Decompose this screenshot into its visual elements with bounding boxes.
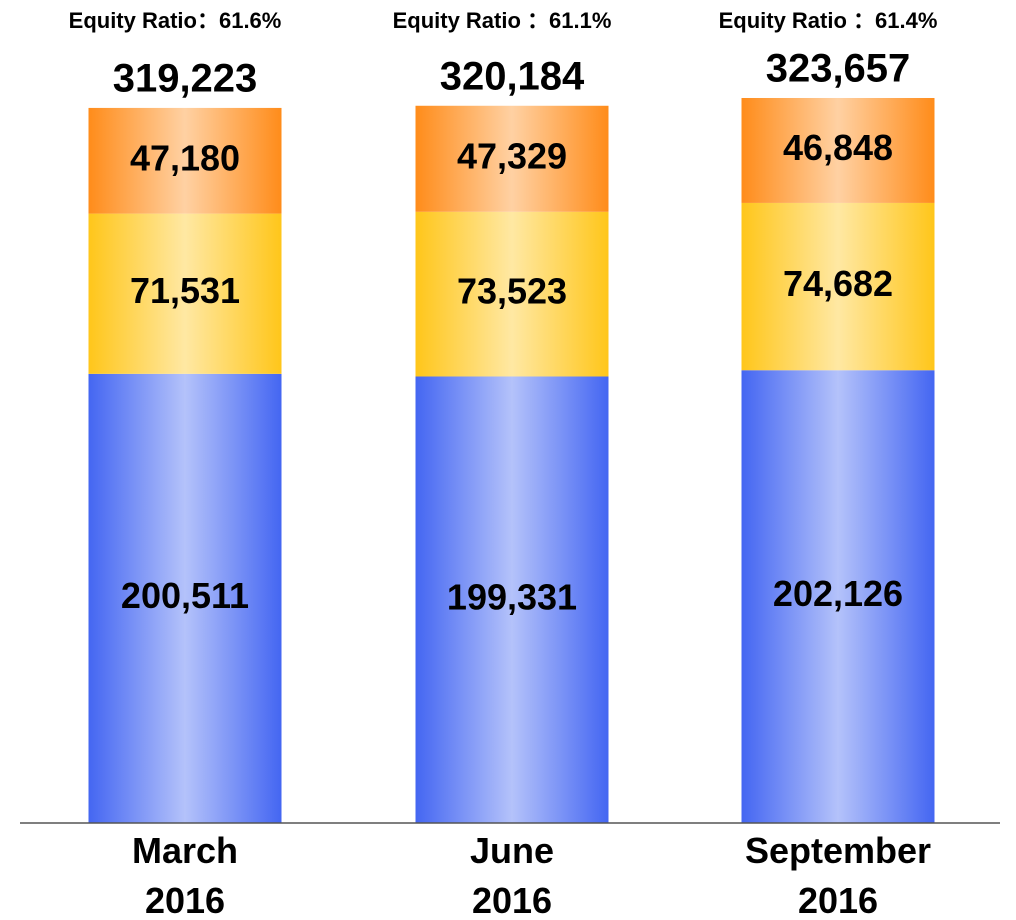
x-tick-label: March 2016 xyxy=(131,830,239,920)
bar-segment xyxy=(741,97,935,203)
bar-segment xyxy=(415,105,609,212)
data-label: 202,126 xyxy=(773,573,903,614)
data-label: 200,511 xyxy=(121,575,249,616)
x-tick-label: June 2016 xyxy=(469,830,555,920)
bar-segment xyxy=(741,202,935,371)
total-label: 320,184 xyxy=(440,54,585,98)
x-tick-label: September 2016 xyxy=(744,830,932,920)
data-label: 71,531 xyxy=(130,270,240,311)
annotation: Equity Ratio：61.6% xyxy=(69,8,282,33)
data-label: 47,329 xyxy=(457,135,567,176)
bar-segment xyxy=(88,107,282,214)
bar-segment xyxy=(88,373,282,823)
bar-segment xyxy=(88,213,282,374)
data-label: 47,180 xyxy=(130,137,240,178)
bar-segment xyxy=(741,370,935,823)
total-label: 323,657 xyxy=(766,47,911,91)
annotation: Equity Ratio ：61.4% xyxy=(719,8,938,33)
bar-segment xyxy=(415,211,609,377)
bar-segment xyxy=(415,376,609,823)
annotation: Equity Ratio ：61.1% xyxy=(393,8,612,33)
total-label: 319,223 xyxy=(113,56,258,100)
data-label: 46,848 xyxy=(783,127,893,168)
data-label: 199,331 xyxy=(447,576,577,617)
data-label: 74,682 xyxy=(783,263,893,304)
data-label: 73,523 xyxy=(457,271,567,312)
